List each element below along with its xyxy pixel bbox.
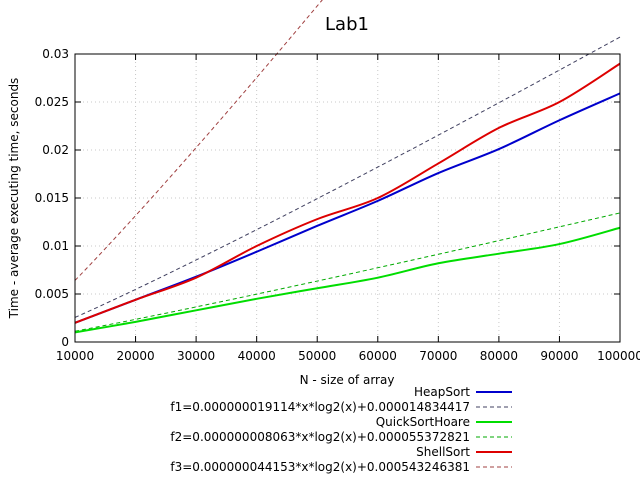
y-tick-label: 0.005 xyxy=(35,287,69,301)
x-tick-label: 20000 xyxy=(116,349,154,363)
fit-line-2 xyxy=(74,212,621,332)
fit-line-1 xyxy=(74,36,621,318)
legend-label: f2=0.000000008063*x*log2(x)+0.0000553728… xyxy=(170,430,470,444)
x-tick-label: 30000 xyxy=(177,349,215,363)
x-tick-label: 40000 xyxy=(238,349,276,363)
x-tick-label: 90000 xyxy=(540,349,578,363)
chart-title: Lab1 xyxy=(325,14,369,35)
legend-label: HeapSort xyxy=(414,385,470,399)
y-tick-label: 0.03 xyxy=(42,47,69,61)
y-tick-label: 0 xyxy=(61,335,69,349)
x-tick-label: 10000 xyxy=(56,349,94,363)
x-tick-label: 80000 xyxy=(480,349,518,363)
legend-label: ShellSort xyxy=(416,445,470,459)
fit-line-3 xyxy=(74,0,323,281)
y-tick-label: 0.015 xyxy=(35,191,69,205)
grid-lines xyxy=(75,54,620,342)
legend-label: f3=0.000000044153*x*log2(x)+0.0005432463… xyxy=(170,460,470,474)
x-tick-label: 70000 xyxy=(419,349,457,363)
axis-ticks: 10000 20000 30000 40000 50000 60000 70000 80000… xyxy=(35,47,640,363)
y-axis-label: Time - average executing time, seconds xyxy=(7,78,21,320)
x-tick-label: 100000 xyxy=(597,349,640,363)
legend: HeapSortf1=0.000000019114*x*log2(x)+0.00… xyxy=(170,385,512,474)
series-lines xyxy=(74,0,621,334)
series-line-2 xyxy=(74,226,621,334)
x-tick-label: 60000 xyxy=(359,349,397,363)
x-tick-label: 50000 xyxy=(298,349,336,363)
series-line-3 xyxy=(74,62,621,324)
legend-label: f1=0.000000019114*x*log2(x)+0.0000148344… xyxy=(170,400,470,414)
legend-label: QuickSortHoare xyxy=(376,415,470,429)
y-tick-label: 0.01 xyxy=(42,239,69,253)
y-tick-label: 0.02 xyxy=(42,143,69,157)
x-axis-label: N - size of array xyxy=(300,373,395,387)
y-tick-label: 0.025 xyxy=(35,95,69,109)
